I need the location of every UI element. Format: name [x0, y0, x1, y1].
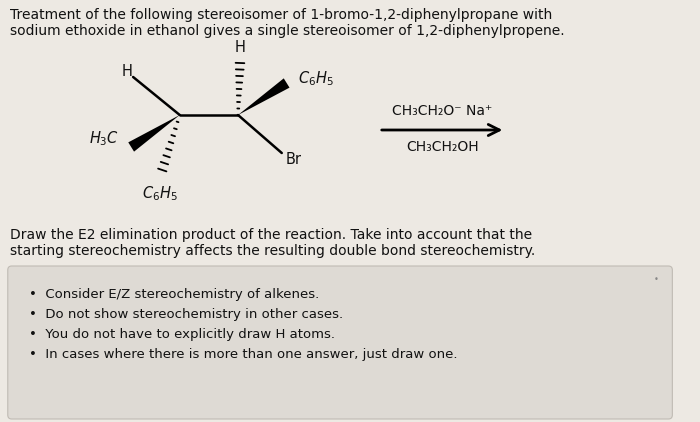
Text: •  You do not have to explicitly draw H atoms.: • You do not have to explicitly draw H a… [29, 328, 335, 341]
Text: Treatment of the following stereoisomer of 1-bromo-1,2-diphenylpropane with: Treatment of the following stereoisomer … [10, 8, 552, 22]
Text: Br: Br [286, 151, 302, 167]
Text: •: • [654, 275, 659, 284]
Text: •  Do not show stereochemistry in other cases.: • Do not show stereochemistry in other c… [29, 308, 343, 321]
Text: CH₃CH₂OH: CH₃CH₂OH [406, 140, 478, 154]
Text: H: H [234, 40, 246, 55]
Text: •  In cases where there is more than one answer, just draw one.: • In cases where there is more than one … [29, 348, 458, 361]
Text: Draw the E2 elimination product of the reaction. Take into account that the: Draw the E2 elimination product of the r… [10, 228, 532, 242]
Text: sodium ethoxide in ethanol gives a single stereoisomer of 1,2-diphenylpropene.: sodium ethoxide in ethanol gives a singl… [10, 24, 564, 38]
FancyBboxPatch shape [8, 266, 673, 419]
Text: H: H [122, 63, 133, 78]
Text: $C_6H_5$: $C_6H_5$ [298, 70, 334, 88]
Text: $C_6H_5$: $C_6H_5$ [142, 184, 178, 203]
Text: CH₃CH₂O⁻ Na⁺: CH₃CH₂O⁻ Na⁺ [392, 104, 492, 118]
Text: starting stereochemistry affects the resulting double bond stereochemistry.: starting stereochemistry affects the res… [10, 244, 535, 258]
Polygon shape [238, 78, 290, 115]
Text: $H_3C$: $H_3C$ [90, 130, 120, 149]
Text: •  Consider E/Z stereochemistry of alkenes.: • Consider E/Z stereochemistry of alkene… [29, 288, 319, 301]
Polygon shape [128, 115, 180, 151]
